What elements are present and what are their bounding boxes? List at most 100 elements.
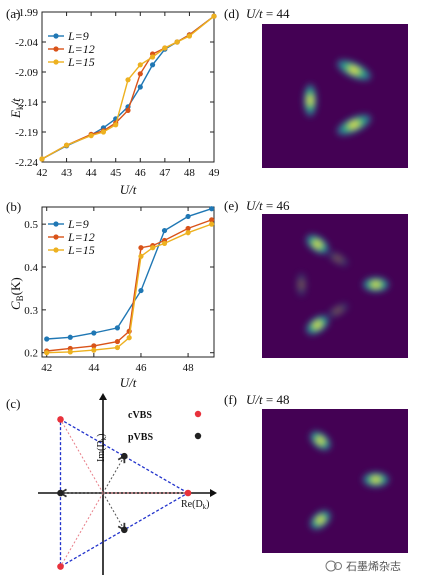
data-point bbox=[63, 142, 70, 148]
density-peak bbox=[305, 315, 330, 335]
panel-e-title: U/t = 46 bbox=[246, 198, 290, 213]
data-point bbox=[149, 62, 156, 68]
pvbs-point bbox=[121, 526, 128, 534]
data-point bbox=[209, 221, 215, 227]
panel-c-order-parameter-diagram: (c) Im(Dk) Re(Dk) cVBS pVBS bbox=[6, 393, 217, 575]
data-point bbox=[100, 129, 107, 135]
y-tick-label: -1.99 bbox=[15, 7, 38, 19]
peak-core bbox=[308, 95, 313, 105]
data-point bbox=[137, 71, 143, 77]
panel-c-xlabel: Re(Dk) bbox=[181, 499, 210, 511]
panel-a-frame bbox=[41, 11, 215, 163]
legend-label: L=15 bbox=[67, 55, 95, 69]
panel-e-heatmap: (e) U/t = 46 bbox=[224, 198, 408, 358]
legend-marker bbox=[53, 221, 59, 227]
panel-d-label: (d) bbox=[224, 6, 239, 21]
data-point bbox=[67, 334, 73, 340]
peak-core bbox=[349, 121, 359, 128]
data-point bbox=[185, 230, 191, 236]
data-point bbox=[138, 245, 144, 251]
data-point bbox=[185, 213, 191, 220]
data-point bbox=[137, 84, 143, 90]
data-point bbox=[174, 39, 180, 45]
x-tick-label: 48 bbox=[184, 167, 196, 179]
density-peak bbox=[303, 84, 317, 117]
data-point bbox=[185, 225, 191, 232]
data-point bbox=[150, 245, 156, 251]
y-tick-label: 0.2 bbox=[24, 348, 38, 360]
data-point bbox=[91, 330, 97, 336]
legend-marker bbox=[53, 234, 59, 240]
panel-b-xlabel: U/t bbox=[120, 375, 137, 390]
data-point bbox=[125, 77, 131, 83]
watermark-text: 石墨烯杂志 bbox=[346, 560, 401, 573]
legend-pvbs-marker bbox=[194, 432, 202, 440]
legend-cvbs-marker bbox=[194, 410, 202, 418]
panel-f-title: U/t = 48 bbox=[246, 392, 289, 407]
panel-f-heatmap: (f) U/t = 48 bbox=[224, 392, 408, 553]
data-point bbox=[88, 133, 94, 139]
y-tick-label: 0.5 bbox=[24, 219, 38, 231]
data-point bbox=[161, 227, 168, 234]
x-tick-label: 44 bbox=[86, 167, 98, 179]
data-point bbox=[67, 349, 73, 355]
panel-b-series bbox=[44, 206, 215, 356]
data-point bbox=[126, 335, 132, 341]
density-peak bbox=[362, 277, 390, 293]
legend-marker bbox=[53, 59, 59, 65]
legend-cvbs-label: cVBS bbox=[128, 410, 152, 421]
peak-core bbox=[314, 241, 321, 247]
panel-b-legend: L=9L=12L=15 bbox=[48, 217, 95, 257]
watermark-logo-icon bbox=[325, 560, 337, 572]
density-peak bbox=[309, 431, 331, 451]
panel-c-ylabel: Im(Dk) bbox=[96, 433, 108, 462]
y-tick-label: 0.4 bbox=[24, 262, 38, 274]
panel-a-series bbox=[39, 13, 217, 162]
series-line bbox=[46, 223, 212, 354]
x-tick-label: 43 bbox=[61, 167, 73, 179]
panel-e-label: (e) bbox=[224, 198, 238, 213]
density-peak bbox=[327, 251, 349, 267]
pvbs-ray bbox=[102, 455, 125, 494]
x-axis-arrowhead bbox=[210, 489, 217, 497]
cvbs-point bbox=[57, 416, 64, 423]
data-point bbox=[186, 33, 193, 39]
panel-a-label: (a) bbox=[6, 6, 20, 21]
panel-a-ticks: 42 43 44 45 46 47 48 49 -1.99 -2.04 -2.09 -2.14 -2.1… bbox=[15, 7, 220, 179]
legend-label: L=15 bbox=[67, 243, 95, 257]
density-peak bbox=[327, 302, 349, 319]
x-tick-label: 42 bbox=[41, 362, 52, 374]
pvbs-point bbox=[121, 452, 128, 460]
panel-a-xlabel: U/t bbox=[120, 182, 137, 197]
panel-b-ylabel: CB(K) bbox=[8, 277, 25, 310]
series-line bbox=[46, 219, 212, 352]
data-point bbox=[125, 107, 131, 113]
x-tick-label: 46 bbox=[135, 362, 147, 374]
data-point bbox=[44, 350, 50, 356]
y-tick-label: -2.04 bbox=[15, 37, 38, 49]
x-tick-label: 48 bbox=[183, 362, 195, 374]
heatmap-background bbox=[262, 24, 408, 168]
y-tick-label: 0.3 bbox=[24, 305, 38, 317]
data-point bbox=[91, 343, 97, 349]
y-axis-arrowhead bbox=[99, 393, 107, 400]
legend-label: L=9 bbox=[67, 217, 89, 231]
x-tick-label: 42 bbox=[37, 167, 48, 179]
peak-core bbox=[317, 517, 324, 523]
x-tick-label: 49 bbox=[209, 167, 221, 179]
legend-pvbs-label: pVBS bbox=[128, 432, 153, 443]
panel-b-ticks: 42 44 46 48 0.5 0.4 0.3 0.2 bbox=[24, 207, 214, 374]
density-peak bbox=[336, 59, 372, 81]
data-point bbox=[149, 54, 156, 60]
cvbs-point bbox=[184, 489, 192, 497]
legend-marker bbox=[53, 33, 59, 39]
panel-c-label: (c) bbox=[6, 396, 20, 411]
data-point bbox=[162, 45, 168, 51]
panel-a-ylabel: Ek/t bbox=[8, 98, 25, 119]
panel-d-heatmap: (d) U/t = 44 bbox=[224, 6, 408, 168]
data-point bbox=[114, 344, 120, 351]
y-tick-label: -2.09 bbox=[15, 67, 38, 79]
data-point bbox=[44, 336, 50, 342]
y-tick-label: -2.24 bbox=[15, 157, 38, 169]
